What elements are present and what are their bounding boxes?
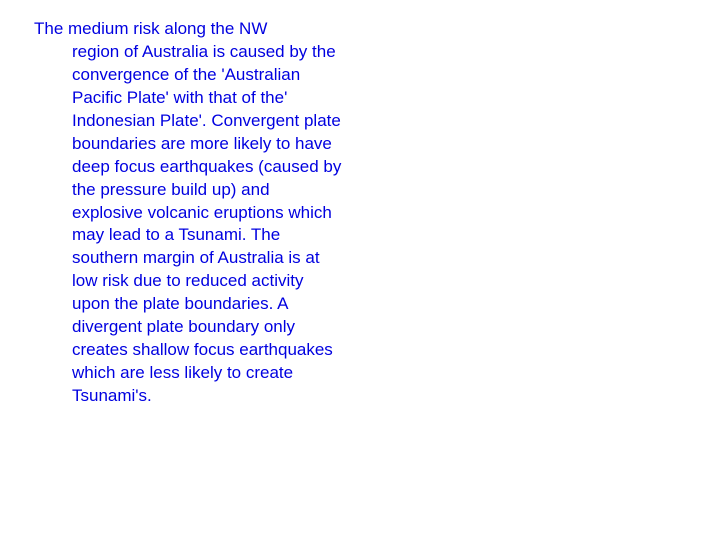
- paragraph-first-line: The medium risk along the NW: [34, 18, 344, 41]
- paragraph-body: region of Australia is caused by the con…: [34, 41, 344, 408]
- paragraph-container: The medium risk along the NW region of A…: [34, 18, 344, 408]
